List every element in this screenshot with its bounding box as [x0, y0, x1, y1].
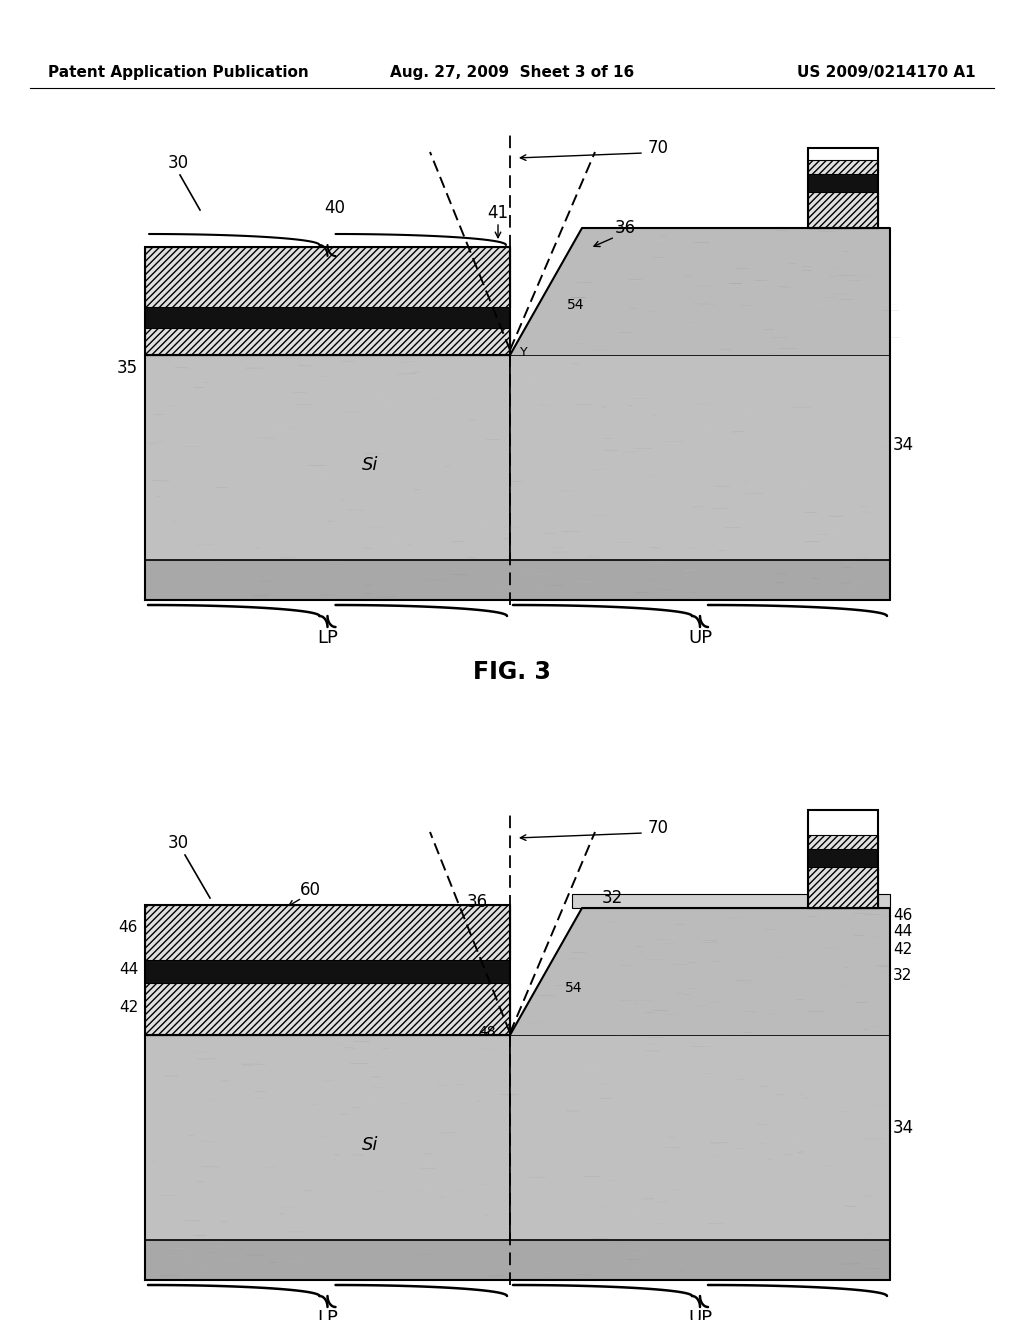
- Text: 32: 32: [893, 968, 912, 982]
- Text: Si: Si: [361, 455, 378, 474]
- Bar: [808, 810, 878, 908]
- Text: 42: 42: [893, 942, 912, 957]
- Text: Aug. 27, 2009  Sheet 3 of 16: Aug. 27, 2009 Sheet 3 of 16: [390, 66, 634, 81]
- Bar: [510, 355, 890, 601]
- Text: Si: Si: [361, 1137, 378, 1154]
- Text: 34: 34: [893, 1119, 914, 1137]
- Text: 44: 44: [119, 962, 138, 978]
- Bar: [145, 983, 510, 1035]
- Text: UP: UP: [688, 1309, 712, 1320]
- Bar: [145, 906, 510, 1035]
- Bar: [145, 247, 510, 308]
- Text: 36: 36: [614, 219, 636, 238]
- Text: Y: Y: [520, 346, 527, 359]
- Bar: [145, 1239, 890, 1280]
- Text: 70: 70: [648, 818, 669, 837]
- Bar: [808, 849, 878, 867]
- Bar: [808, 836, 878, 849]
- Bar: [808, 174, 878, 191]
- Text: 34: 34: [893, 436, 914, 454]
- Text: 42: 42: [119, 1001, 138, 1015]
- Bar: [572, 894, 890, 908]
- Text: UP: UP: [688, 630, 712, 647]
- Text: FIG. 3: FIG. 3: [473, 660, 551, 684]
- Bar: [808, 148, 878, 228]
- Bar: [510, 1035, 890, 1280]
- Text: 32: 32: [601, 888, 623, 907]
- Bar: [145, 560, 890, 601]
- Text: 30: 30: [168, 154, 189, 172]
- Text: 54: 54: [567, 298, 585, 312]
- Text: 46: 46: [119, 920, 138, 936]
- Text: LP: LP: [317, 1309, 338, 1320]
- Polygon shape: [510, 908, 890, 1035]
- Text: 46: 46: [893, 908, 912, 923]
- Text: 54: 54: [565, 981, 583, 995]
- Text: 70: 70: [648, 139, 669, 157]
- Bar: [145, 960, 510, 983]
- Polygon shape: [510, 228, 890, 355]
- Bar: [808, 867, 878, 908]
- Text: 60: 60: [299, 880, 321, 899]
- Text: LP: LP: [317, 630, 338, 647]
- Bar: [808, 160, 878, 174]
- Text: US 2009/0214170 A1: US 2009/0214170 A1: [798, 66, 976, 81]
- Bar: [145, 327, 510, 355]
- Text: 30: 30: [168, 834, 189, 851]
- Text: 44: 44: [893, 924, 912, 940]
- Text: 48: 48: [478, 1026, 496, 1039]
- Bar: [145, 1035, 510, 1280]
- Bar: [145, 355, 510, 601]
- Text: 40: 40: [325, 199, 345, 216]
- Bar: [145, 247, 510, 355]
- Bar: [145, 906, 510, 960]
- Bar: [145, 308, 510, 327]
- Text: Patent Application Publication: Patent Application Publication: [48, 66, 309, 81]
- Bar: [808, 191, 878, 228]
- Text: 35: 35: [117, 359, 138, 378]
- Text: 36: 36: [467, 894, 487, 911]
- Text: 41: 41: [487, 205, 509, 222]
